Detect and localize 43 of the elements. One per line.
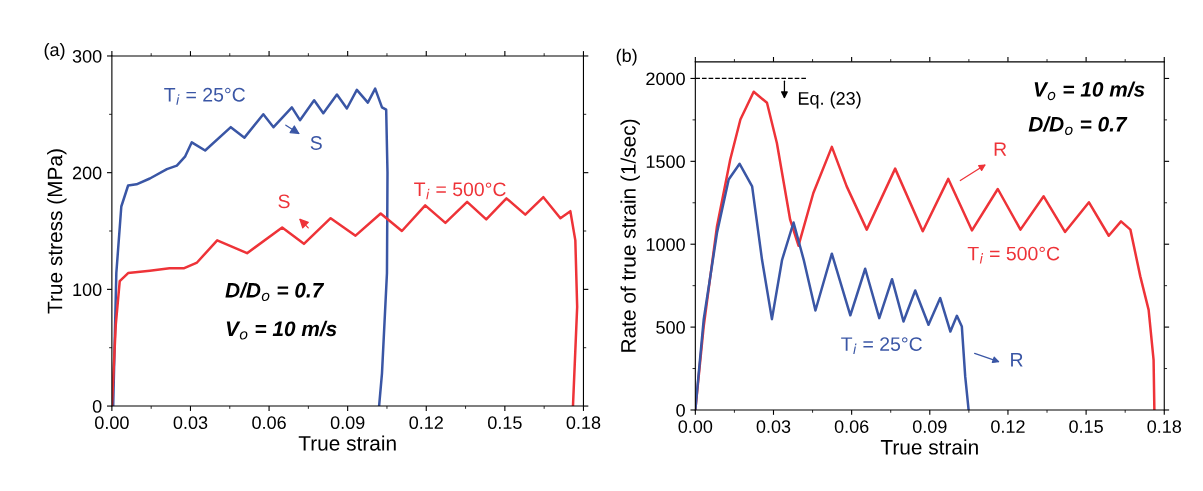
x-axis-title: True strain bbox=[880, 439, 978, 455]
annotation: V$_{o}$ = 10 m/s bbox=[1034, 81, 1145, 101]
x-tick-label: 0.06 bbox=[252, 416, 286, 430]
y-tick-label: 100 bbox=[73, 283, 102, 297]
annotation: V$_{o}$ = 10 m/s bbox=[226, 320, 337, 340]
series-label: T$_{i}$ = 25°C bbox=[164, 87, 245, 105]
y-tick-label: 0 bbox=[92, 399, 102, 413]
annotation: D/D$_{o}$ = 0.7 bbox=[1028, 116, 1128, 135]
y-tick-label: 500 bbox=[656, 321, 685, 334]
series-label: T$_{i}$ = 500°C bbox=[967, 246, 1060, 264]
x-tick-label: 0.15 bbox=[1069, 420, 1103, 433]
x-tick-label: 0.12 bbox=[409, 416, 443, 430]
y-tick-label: 200 bbox=[72, 166, 102, 180]
annotation: D/D$_{o}$ = 0.7 bbox=[225, 282, 325, 302]
y-axis-title: Rate of true strain (1/sec) bbox=[620, 119, 640, 352]
y-tick-label: 300 bbox=[72, 49, 102, 63]
x-tick-label: 0.18 bbox=[566, 416, 601, 430]
annotation: R bbox=[994, 142, 1007, 156]
x-tick-label: 0.15 bbox=[488, 416, 522, 430]
text: (b) bbox=[616, 48, 637, 66]
y-tick-label: 1000 bbox=[646, 238, 685, 251]
line-series bbox=[111, 87, 389, 407]
x-tick-label: 0.00 bbox=[678, 420, 713, 433]
y-tick-label: 1500 bbox=[646, 155, 685, 169]
annotation: S bbox=[310, 136, 322, 150]
x-tick-label: 0.09 bbox=[912, 420, 947, 433]
x-tick-label: 0.06 bbox=[834, 420, 869, 433]
text: (a) bbox=[44, 42, 65, 60]
annotation: R bbox=[1011, 353, 1023, 367]
x-tick-label: 0.03 bbox=[173, 416, 208, 430]
series-label: T$_{i}$ = 500°C bbox=[414, 182, 506, 200]
y-axis-title: True stress (MPa) bbox=[47, 149, 67, 314]
y-tick-label: 2000 bbox=[646, 72, 685, 86]
x-axis-title: True strain bbox=[298, 435, 396, 451]
x-tick-label: 0.18 bbox=[1147, 420, 1182, 433]
annotation: S bbox=[278, 194, 290, 209]
x-tick-label: 0.03 bbox=[756, 420, 791, 433]
series-label: T$_{i}$ = 25°C bbox=[841, 337, 922, 354]
x-tick-label: 0.09 bbox=[330, 416, 365, 430]
x-tick-label: 0.00 bbox=[95, 416, 129, 430]
legend-label: Eq. (23) bbox=[798, 91, 861, 109]
y-tick-label: 0 bbox=[676, 403, 685, 417]
x-tick-label: 0.12 bbox=[991, 420, 1025, 433]
